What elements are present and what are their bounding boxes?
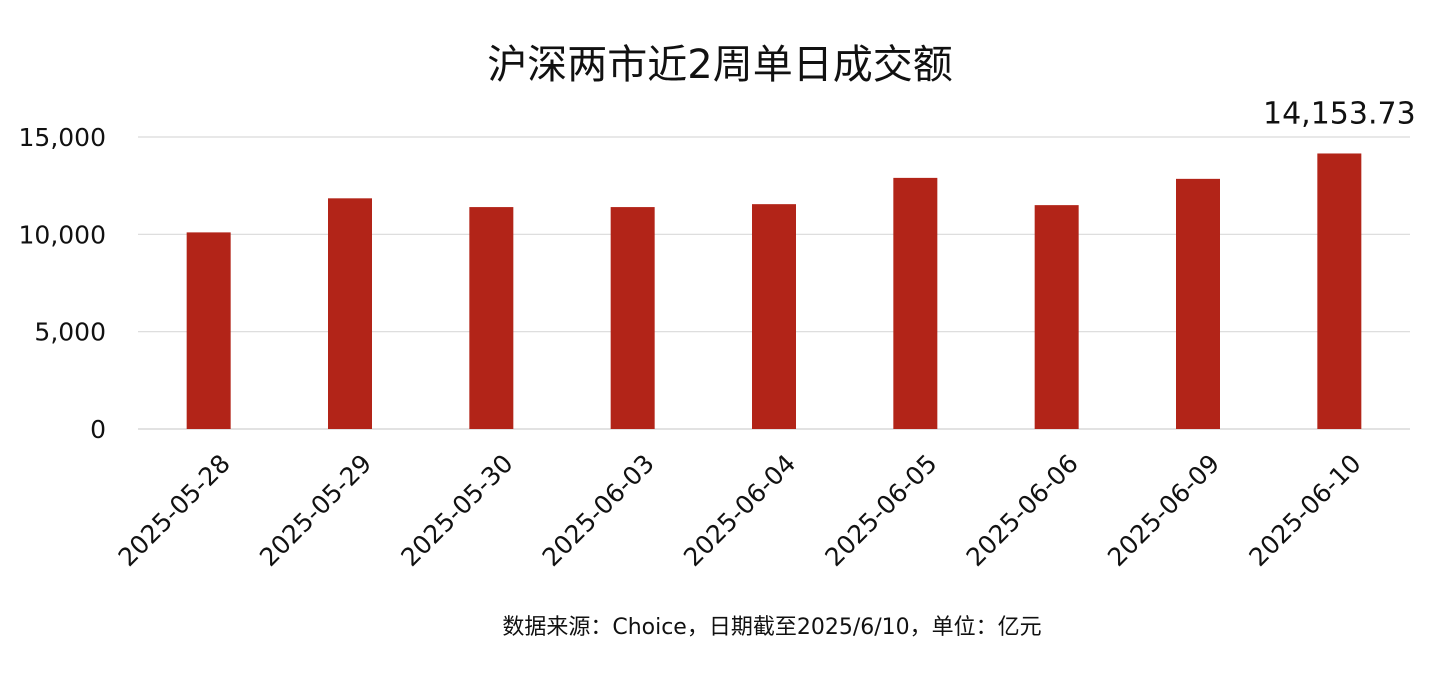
x-tick-label: 2025-06-10 — [1243, 449, 1366, 572]
x-tick-label: 2025-05-28 — [113, 449, 236, 572]
x-tick-label: 2025-06-04 — [678, 449, 801, 572]
x-tick-label: 2025-06-06 — [961, 449, 1084, 572]
y-axis-ticks: 0 5,000 10,000 15,000 — [19, 123, 106, 444]
y-tick-label: 15,000 — [19, 123, 106, 152]
bar — [752, 204, 796, 429]
data-labels: 14,153.73 — [1263, 96, 1416, 131]
bar — [186, 232, 231, 429]
x-tick-label: 2025-06-03 — [537, 449, 660, 572]
bar — [1317, 153, 1362, 429]
x-tick-label: 2025-06-09 — [1102, 449, 1225, 572]
bar — [328, 198, 372, 429]
x-tick-label: 2025-05-30 — [395, 449, 518, 572]
bar — [469, 207, 514, 429]
bar — [1176, 178, 1220, 429]
bar — [610, 207, 655, 429]
y-tick-label: 5,000 — [34, 318, 106, 347]
x-tick-label: 2025-05-29 — [254, 449, 377, 572]
bar — [1034, 205, 1079, 429]
y-tick-label: 10,000 — [19, 220, 106, 249]
y-tick-label: 0 — [90, 415, 106, 444]
bars — [186, 153, 1362, 429]
bar — [893, 177, 938, 429]
chart-title: 沪深两市近2周单日成交额 — [487, 42, 952, 88]
source-note: 数据来源：Choice，日期截至2025/6/10，单位：亿元 — [502, 615, 1041, 640]
data-label: 14,153.73 — [1263, 96, 1416, 131]
x-axis-ticks: 2025-05-28 2025-05-29 2025-05-30 2025-06-03… — [113, 449, 1367, 572]
x-tick-label: 2025-06-05 — [819, 449, 942, 572]
